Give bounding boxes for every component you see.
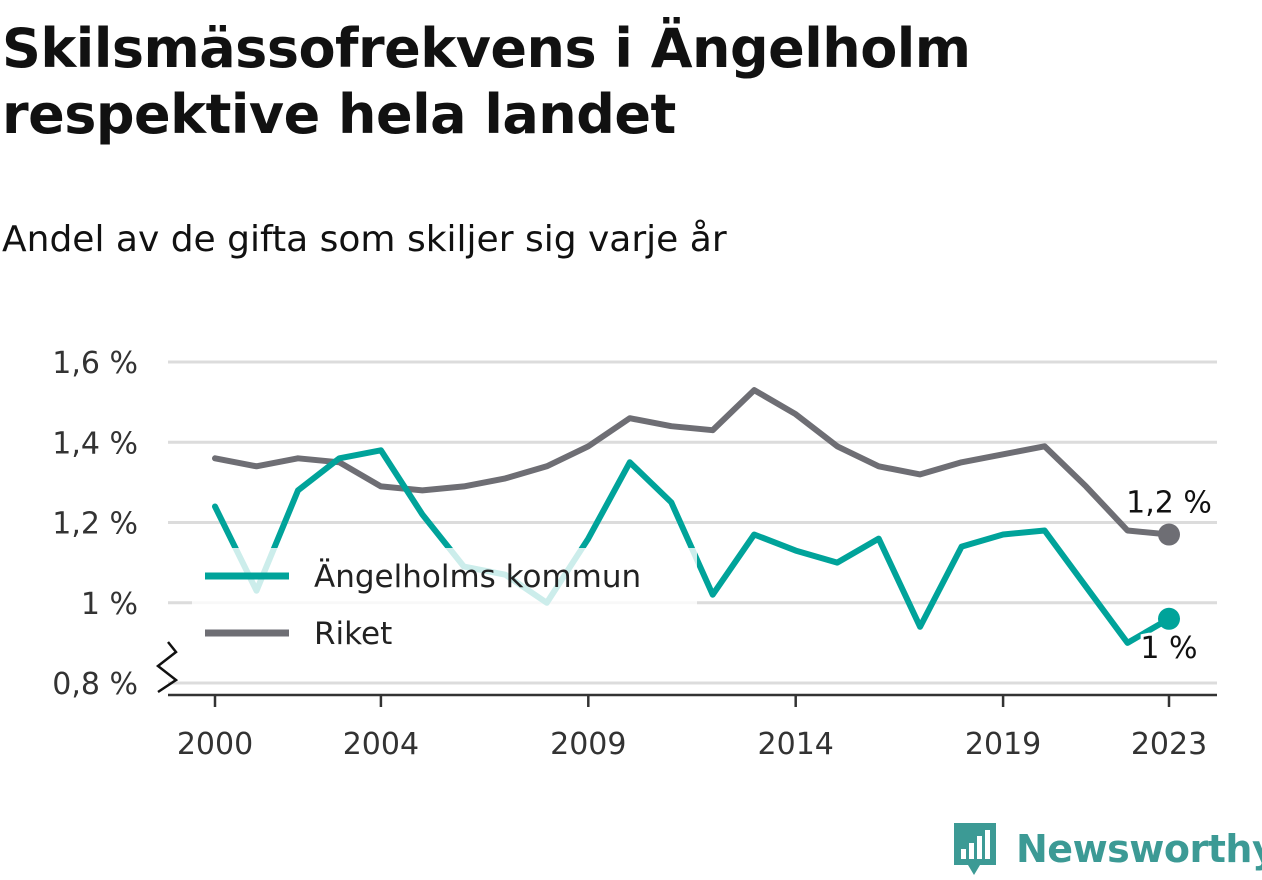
legend-label: Ängelholms kommun bbox=[314, 559, 641, 595]
y-tick-label: 1 % bbox=[81, 587, 138, 622]
x-tick-label: 2014 bbox=[758, 727, 834, 762]
brand-name: Newsworthy bbox=[1016, 827, 1262, 871]
end-points: 1 % 1,2 % bbox=[1123, 483, 1215, 669]
end-value-label: 1,2 % bbox=[1126, 486, 1212, 521]
chart-title: Skilsmässofrekvens i Ängelholm respektiv… bbox=[2, 17, 971, 146]
y-axis-tick-labels: 0,8 % 1 % 1,2 % 1,4 % 1,6 % bbox=[52, 346, 138, 702]
x-tick-label: 2004 bbox=[343, 727, 419, 762]
y-tick-label: 1,4 % bbox=[52, 426, 138, 461]
x-tick-label: 2023 bbox=[1131, 727, 1207, 762]
x-tick-label: 2009 bbox=[550, 727, 626, 762]
x-tick-label: 2000 bbox=[177, 727, 253, 762]
legend: Ängelholms kommun Riket bbox=[192, 548, 697, 658]
x-axis: 2000 2004 2009 2014 2019 2023 bbox=[155, 641, 1217, 762]
y-tick-label: 1,2 % bbox=[52, 507, 138, 542]
bar-chart-speech-bubble-icon bbox=[954, 823, 996, 875]
legend-backdrop bbox=[192, 548, 697, 658]
end-value-label: 1 % bbox=[1140, 631, 1197, 666]
y-tick-label: 1,6 % bbox=[52, 346, 138, 381]
line-chart: 0,8 % 1 % 1,2 % 1,4 % 1,6 % 2000 2004 2009 2014… bbox=[52, 346, 1217, 762]
brand-logo: Newsworthy bbox=[950, 818, 1262, 880]
axis-break-icon bbox=[155, 641, 179, 694]
end-point-marker bbox=[1158, 523, 1180, 546]
y-tick-label: 0,8 % bbox=[52, 667, 138, 702]
end-point-marker bbox=[1158, 607, 1180, 630]
series-line bbox=[212, 387, 1172, 538]
legend-label: Riket bbox=[314, 616, 392, 652]
x-tick-label: 2019 bbox=[965, 727, 1041, 762]
chart-subtitle: Andel av de gifta som skiljer sig varje … bbox=[2, 219, 727, 260]
